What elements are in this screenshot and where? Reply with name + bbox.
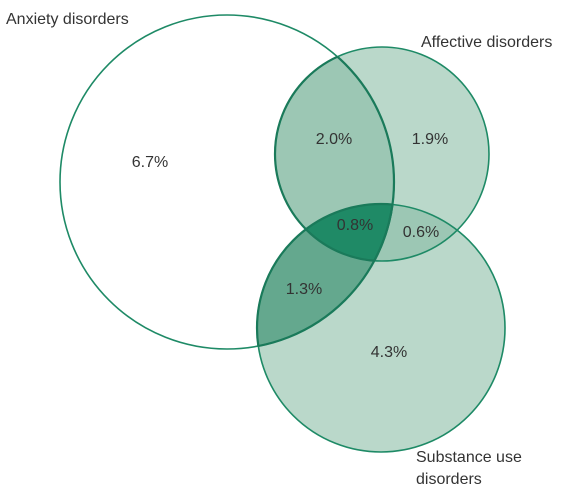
- region-value-all-three: 0.8%: [337, 217, 373, 234]
- region-value-anxiety-substance: 1.3%: [286, 281, 322, 298]
- affective-set-label: Affective disorders: [421, 34, 552, 51]
- anxiety-substance-overlap: [257, 204, 394, 349]
- region-value-anxiety-affective: 2.0%: [316, 131, 352, 148]
- substance-set-label-line-1: Substance use: [416, 449, 522, 466]
- anxiety-affective-overlap: [275, 47, 394, 261]
- anxiety-set-label: Anxiety disorders: [6, 11, 129, 28]
- substance-set-label-line-2: disorders: [416, 471, 482, 488]
- region-value-substance-only: 4.3%: [371, 344, 407, 361]
- region-value-affective-only: 1.9%: [412, 131, 448, 148]
- substance-edge-in-anxiety: [255, 202, 394, 349]
- substance-set-label: Substance use disorders: [416, 449, 526, 488]
- region-value-anxiety-only: 6.7%: [132, 154, 168, 171]
- region-value-affective-substance: 0.6%: [403, 224, 439, 241]
- anxiety-edge-in-affective: [275, 47, 396, 261]
